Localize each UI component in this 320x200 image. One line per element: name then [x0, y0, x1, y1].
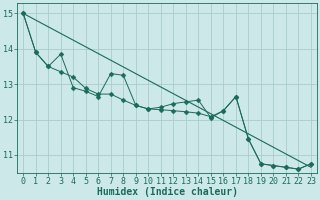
X-axis label: Humidex (Indice chaleur): Humidex (Indice chaleur): [97, 187, 237, 197]
